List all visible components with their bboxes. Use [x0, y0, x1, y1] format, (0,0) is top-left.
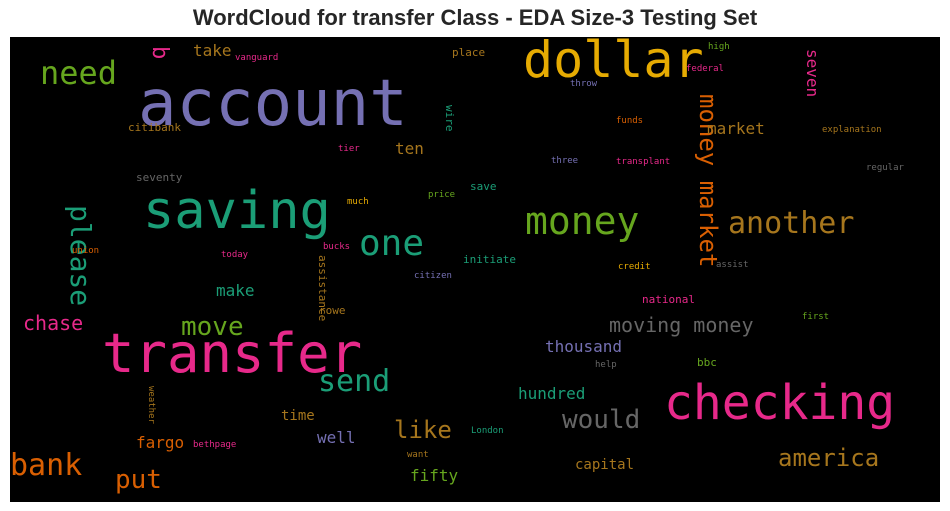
word-bucks: bucks — [323, 242, 351, 252]
word-account: account — [138, 67, 408, 141]
word-place: place — [452, 46, 486, 59]
word-chase: chase — [23, 311, 84, 335]
word-america: america — [778, 444, 880, 472]
word-national: national — [642, 293, 695, 306]
word-citizen: citizen — [414, 271, 452, 281]
word-take: take — [193, 41, 232, 60]
word-want: want — [407, 450, 429, 460]
word-saving: saving — [143, 181, 331, 241]
word-federal: federal — [686, 64, 724, 74]
word-regular: regular — [866, 163, 904, 173]
word-move: move — [181, 312, 244, 342]
word-bethpage: bethpage — [193, 440, 237, 450]
word-tier: tier — [338, 144, 360, 154]
word-help: help — [595, 360, 617, 370]
word-fargo: fargo — [136, 433, 185, 452]
word-market: market — [707, 119, 765, 138]
word-dollar: dollar — [523, 37, 704, 89]
word-rowe: rowe — [319, 304, 346, 317]
word-time: time — [281, 408, 315, 424]
word-throw: throw — [570, 79, 598, 89]
word-another: another — [728, 206, 855, 241]
word-london: London — [471, 426, 504, 436]
word-moving-money: moving money — [609, 313, 754, 337]
word-assist: assist — [716, 260, 749, 270]
word-funds: funds — [616, 116, 644, 126]
word-bbc: bbc — [697, 356, 717, 369]
word-make: make — [216, 281, 255, 300]
word-transplant: transplant — [616, 157, 671, 167]
word-price: price — [428, 190, 456, 200]
word-cloud-canvas: account dollar transfer saving checking money… — [10, 37, 940, 502]
word-much: much — [347, 197, 369, 207]
word-vanguard: vanguard — [235, 53, 279, 63]
word-thousand: thousand — [545, 337, 623, 356]
word-initiate: initiate — [463, 253, 516, 266]
word-weather: weather — [146, 386, 156, 424]
word-citibank: citibank — [128, 121, 181, 134]
word-need: need — [40, 54, 118, 92]
word-three: three — [551, 156, 579, 166]
word-like: like — [394, 416, 452, 444]
word-capital: capital — [575, 457, 635, 473]
word-union: union — [72, 246, 100, 256]
word-credit: credit — [618, 262, 651, 272]
word-bank: bank — [10, 448, 83, 483]
word-fifty: fifty — [410, 466, 459, 485]
word-put: put — [115, 465, 162, 495]
chart-title: WordCloud for transfer Class - EDA Size-… — [192, 5, 758, 30]
word-explanation: explanation — [822, 125, 882, 135]
word-one: one — [359, 223, 425, 264]
word-seven: seven — [803, 49, 822, 98]
word-first: first — [802, 312, 830, 322]
word-send: send — [318, 364, 391, 399]
word-well: well — [317, 428, 356, 447]
word-checking: checking — [664, 375, 896, 431]
word-b: b — [147, 46, 172, 60]
word-high: high — [708, 42, 730, 52]
word-would: would — [562, 405, 641, 435]
word-money: money — [525, 199, 640, 243]
word-save: save — [470, 180, 497, 193]
word-transfer: transfer — [102, 322, 363, 385]
word-ten: ten — [395, 139, 424, 158]
word-seventy: seventy — [136, 171, 183, 184]
word-today: today — [221, 250, 249, 260]
word-hundred: hundred — [518, 384, 586, 403]
word-wire: wire — [443, 105, 456, 132]
